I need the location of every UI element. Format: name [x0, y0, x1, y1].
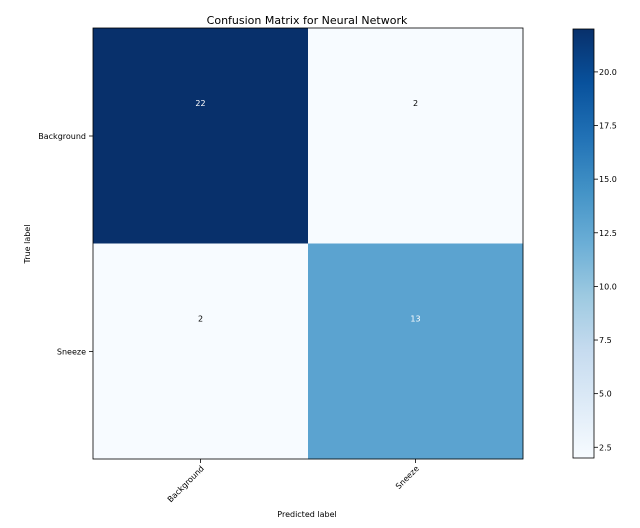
cell-value-label: 22	[195, 99, 205, 108]
colorbar-tick-label: 7.5	[599, 336, 612, 345]
chart-title: Confusion Matrix for Neural Network	[207, 14, 408, 27]
colorbar-tick-label: 5.0	[599, 390, 612, 399]
colorbar-tick-label: 12.5	[599, 229, 617, 238]
cell-annotations: 22 22 13	[195, 99, 420, 324]
heatmap-cell	[93, 28, 309, 244]
y-axis-label: True label	[23, 225, 32, 265]
colorbar-tick-label: 10.0	[599, 282, 617, 291]
x-axis-ticks: Background Sneeze	[166, 459, 421, 504]
colorbar-tick-label: 2.5	[599, 443, 612, 452]
cell-value-label: 13	[410, 314, 420, 323]
plot-frame	[92, 27, 524, 460]
heatmap-cell	[308, 243, 524, 460]
x-axis-label: Predicted label	[277, 510, 336, 519]
colorbar-tick-label: 20.0	[599, 68, 617, 77]
heatmap-cells	[93, 28, 524, 460]
y-tick-label: Background	[38, 132, 86, 141]
colorbar-tick-label: 17.5	[599, 122, 617, 131]
y-tick-label: Sneeze	[57, 348, 86, 357]
cell-value-label: 2	[198, 314, 203, 323]
x-tick-label: Background	[166, 464, 206, 504]
y-axis-ticks: Background Sneeze	[38, 132, 93, 357]
heatmap-cell	[308, 28, 524, 244]
colorbar	[572, 28, 595, 459]
heatmap-cell	[93, 243, 309, 460]
x-tick-label: Sneeze	[394, 464, 421, 491]
cell-value-label: 2	[413, 99, 418, 108]
colorbar-ticks: 2.5 5.0 7.5 10.0 12.5 15.0 17.5 20.0	[594, 68, 617, 452]
colorbar-tick-label: 15.0	[599, 175, 617, 184]
